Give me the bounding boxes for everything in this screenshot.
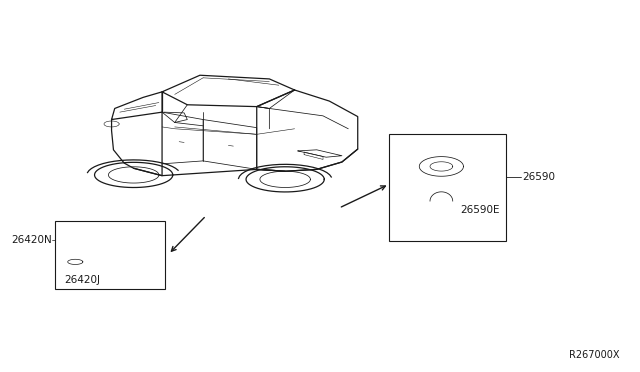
Bar <box>389 134 506 241</box>
Text: 26420N: 26420N <box>11 235 52 245</box>
Bar <box>55 221 165 289</box>
Text: 26590: 26590 <box>522 172 555 182</box>
Text: 26420J: 26420J <box>64 275 100 285</box>
Text: R267000X: R267000X <box>569 350 620 359</box>
Text: 26590E: 26590E <box>460 205 500 215</box>
